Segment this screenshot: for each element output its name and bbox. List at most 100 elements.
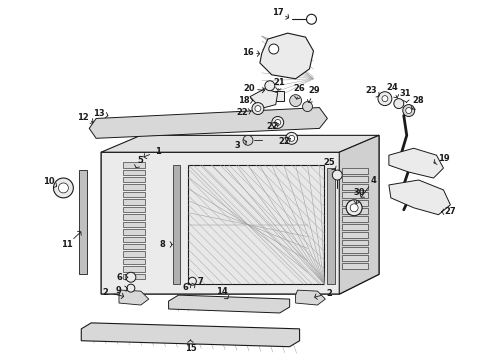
Bar — [79, 170, 87, 274]
Circle shape — [286, 132, 297, 144]
Circle shape — [269, 44, 279, 54]
Bar — [123, 237, 145, 242]
Bar — [123, 251, 145, 257]
Bar — [342, 239, 368, 246]
Text: 30: 30 — [353, 188, 365, 197]
Bar — [342, 231, 368, 238]
Bar — [342, 176, 368, 182]
Bar — [123, 170, 145, 175]
Text: 27: 27 — [444, 207, 456, 216]
Bar — [342, 200, 368, 206]
Text: 22: 22 — [236, 108, 248, 117]
Polygon shape — [389, 180, 450, 215]
Text: 5: 5 — [137, 156, 143, 165]
Text: 19: 19 — [438, 154, 449, 163]
Circle shape — [265, 81, 275, 91]
Text: 24: 24 — [386, 83, 398, 92]
Bar — [342, 168, 368, 174]
Bar — [123, 207, 145, 212]
Circle shape — [252, 103, 264, 114]
Text: 8: 8 — [160, 240, 166, 249]
Circle shape — [290, 95, 301, 107]
Circle shape — [350, 204, 358, 212]
Text: 14: 14 — [216, 287, 228, 296]
Circle shape — [189, 277, 196, 285]
Circle shape — [332, 170, 342, 180]
Polygon shape — [101, 135, 379, 152]
Bar — [123, 266, 145, 272]
Bar — [123, 184, 145, 190]
Text: 22: 22 — [279, 137, 291, 146]
Bar — [123, 177, 145, 183]
Bar — [342, 255, 368, 261]
Circle shape — [382, 96, 388, 102]
Circle shape — [53, 178, 74, 198]
Polygon shape — [119, 290, 149, 305]
Circle shape — [378, 92, 392, 105]
Text: 2: 2 — [102, 288, 108, 297]
Bar — [342, 216, 368, 222]
Circle shape — [126, 272, 136, 282]
Bar — [123, 259, 145, 264]
Text: 17: 17 — [272, 8, 284, 17]
Circle shape — [406, 108, 412, 113]
Circle shape — [272, 117, 284, 129]
Polygon shape — [260, 33, 314, 79]
Text: 15: 15 — [185, 344, 196, 353]
Text: 11: 11 — [62, 240, 74, 249]
Circle shape — [255, 105, 261, 112]
Circle shape — [243, 135, 253, 145]
Circle shape — [346, 200, 362, 216]
Polygon shape — [89, 108, 327, 138]
Text: 13: 13 — [93, 109, 105, 118]
Bar — [172, 165, 179, 284]
Circle shape — [127, 284, 135, 292]
Polygon shape — [339, 135, 379, 294]
Bar — [123, 274, 145, 279]
Bar — [123, 214, 145, 220]
Polygon shape — [389, 148, 443, 178]
Bar — [327, 168, 335, 284]
Text: 21: 21 — [274, 78, 286, 87]
Text: 16: 16 — [242, 49, 254, 58]
Text: 6: 6 — [116, 273, 122, 282]
Text: 22: 22 — [266, 122, 278, 131]
Text: 18: 18 — [238, 96, 250, 105]
Bar — [342, 208, 368, 214]
Circle shape — [307, 14, 317, 24]
Bar — [266, 91, 284, 100]
Bar — [342, 264, 368, 269]
Text: 4: 4 — [371, 176, 377, 185]
Text: 2: 2 — [326, 289, 332, 298]
Polygon shape — [169, 295, 290, 313]
Circle shape — [289, 135, 294, 141]
Bar — [123, 162, 145, 168]
Text: 7: 7 — [197, 277, 203, 286]
Text: 10: 10 — [43, 177, 54, 186]
Text: 23: 23 — [365, 86, 377, 95]
Text: 28: 28 — [413, 96, 424, 105]
Text: 26: 26 — [294, 84, 305, 93]
Polygon shape — [81, 323, 299, 347]
Text: 9: 9 — [116, 285, 122, 294]
Text: 25: 25 — [323, 158, 335, 167]
Text: 31: 31 — [400, 89, 412, 98]
Polygon shape — [101, 135, 379, 294]
Text: 20: 20 — [243, 84, 255, 93]
Text: 3: 3 — [234, 141, 240, 150]
Bar — [123, 229, 145, 235]
Circle shape — [58, 183, 69, 193]
Polygon shape — [295, 290, 325, 305]
Text: 1: 1 — [155, 147, 161, 156]
Polygon shape — [250, 89, 278, 109]
Text: 12: 12 — [77, 113, 89, 122]
Bar — [189, 165, 324, 284]
Bar — [123, 244, 145, 249]
Text: 6: 6 — [183, 283, 188, 292]
Bar — [123, 222, 145, 227]
Bar — [342, 184, 368, 190]
Bar — [342, 224, 368, 230]
Circle shape — [394, 99, 404, 109]
Bar — [123, 199, 145, 205]
Circle shape — [302, 102, 313, 112]
